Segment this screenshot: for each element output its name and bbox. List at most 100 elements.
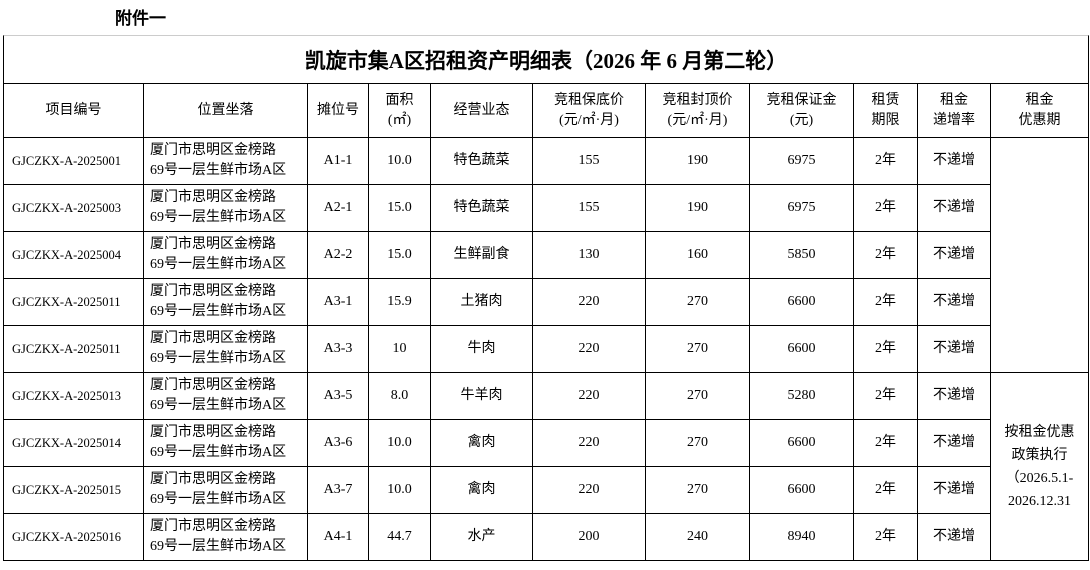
deposit: 5850 [749, 231, 854, 279]
data-row: GJCZKX-A-2025015 厦门市思明区金榜路 69号一层生鲜市场A区 A3-7… [3, 466, 1089, 514]
max-price: 270 [645, 325, 750, 373]
area: 10 [368, 325, 431, 373]
text-line: 竞租封顶价 [662, 92, 733, 108]
project-code: GJCZKX-A-2025001 [3, 137, 144, 185]
text-line: 厦门市思明区金榜路 [150, 190, 276, 205]
deposit: 6975 [749, 184, 854, 232]
business-type: 特色蔬菜 [430, 137, 533, 185]
text-line: 厦门市思明区金榜路 [150, 472, 276, 487]
lease-term: 2年 [853, 137, 918, 185]
data-row: GJCZKX-A-2025003 厦门市思明区金榜路 69号一层生鲜市场A区 A2-1… [3, 184, 1089, 232]
max-price: 270 [645, 278, 750, 326]
text-line: 厦门市思明区金榜路 [150, 378, 276, 393]
location: 厦门市思明区金榜路 69号一层生鲜市场A区 [143, 184, 308, 232]
stall-no: A3-5 [307, 372, 369, 420]
lease-term: 2年 [853, 466, 918, 514]
max-price: 270 [645, 466, 750, 514]
text-line: 69号一层生鲜市场A区 [150, 351, 287, 366]
text-line: 竞租保证金 [766, 92, 837, 108]
area: 10.0 [368, 137, 431, 185]
data-row: GJCZKX-A-2025001 厦门市思明区金榜路 69号一层生鲜市场A区 A1-1… [3, 137, 1089, 373]
data-row: GJCZKX-A-2025013 厦门市思明区金榜路 69号一层生鲜市场A区 A3-5… [3, 372, 1089, 561]
business-type: 牛羊肉 [430, 372, 533, 420]
deposit: 6600 [749, 278, 854, 326]
text-line: 69号一层生鲜市场A区 [150, 210, 287, 225]
text-line: (元/㎡·月) [559, 112, 619, 128]
text-line: (元/㎡·月) [667, 112, 728, 128]
data-row: GJCZKX-A-2025011 厦门市思明区金榜路 69号一层生鲜市场A区 A3-1… [3, 278, 1089, 326]
business-type: 土猪肉 [430, 278, 533, 326]
text-line: 租赁 [871, 92, 900, 108]
stall-no: A3-6 [307, 419, 369, 467]
text-line: 厦门市思明区金榜路 [150, 284, 276, 299]
column-header: 租赁 期限 [853, 83, 918, 138]
business-type: 禽肉 [430, 419, 533, 467]
area: 10.0 [368, 466, 431, 514]
rent-increase: 不递增 [917, 466, 991, 514]
min-price: 200 [532, 513, 646, 561]
lease-term: 2年 [853, 231, 918, 279]
project-code: GJCZKX-A-2025004 [3, 231, 144, 279]
max-price: 190 [645, 137, 750, 185]
attachment-label: 附件一 [115, 9, 166, 28]
column-header: 竞租保证金 (元) [749, 83, 854, 138]
project-code: GJCZKX-A-2025014 [3, 419, 144, 467]
column-header: 项目编号 [3, 83, 144, 138]
deposit: 6600 [749, 325, 854, 373]
stall-no: A3-7 [307, 466, 369, 514]
max-price: 240 [645, 513, 750, 561]
discount-empty [990, 137, 1089, 373]
business-type: 特色蔬菜 [430, 184, 533, 232]
stall-no: A2-1 [307, 184, 369, 232]
lease-term: 2年 [853, 419, 918, 467]
lease-term: 2年 [853, 325, 918, 373]
text-line: 项目编号 [45, 102, 102, 118]
header-row: 项目编号 位置坐落 摊位号 面积 (㎡) 经营业态 竞租保底价 (元/㎡·月) 竞租封顶价 (元/… [3, 83, 1089, 138]
text-line: 租金 [1025, 92, 1054, 108]
max-price: 160 [645, 231, 750, 279]
column-header: 竞租保底价 (元/㎡·月) [532, 83, 646, 138]
max-price: 190 [645, 184, 750, 232]
location: 厦门市思明区金榜路 69号一层生鲜市场A区 [143, 513, 308, 561]
location: 厦门市思明区金榜路 69号一层生鲜市场A区 [143, 466, 308, 514]
column-header: 租金 递增率 [917, 83, 991, 138]
max-price: 270 [645, 419, 750, 467]
area: 15.9 [368, 278, 431, 326]
min-price: 155 [532, 184, 646, 232]
min-price: 220 [532, 278, 646, 326]
text-line: 面积 [385, 92, 414, 108]
text-line: 69号一层生鲜市场A区 [150, 304, 287, 319]
area: 8.0 [368, 372, 431, 420]
column-header: 租金 优惠期 [990, 83, 1089, 138]
business-type: 水产 [430, 513, 533, 561]
text-line: 69号一层生鲜市场A区 [150, 539, 287, 554]
deposit: 8940 [749, 513, 854, 561]
location: 厦门市思明区金榜路 69号一层生鲜市场A区 [143, 372, 308, 420]
text-line: (㎡) [387, 112, 412, 128]
min-price: 220 [532, 325, 646, 373]
text-line: 69号一层生鲜市场A区 [150, 398, 287, 413]
stall-no: A3-3 [307, 325, 369, 373]
project-code: GJCZKX-A-2025016 [3, 513, 144, 561]
data-row: GJCZKX-A-2025004 厦门市思明区金榜路 69号一层生鲜市场A区 A2-2… [3, 231, 1089, 279]
lease-term: 2年 [853, 372, 918, 420]
location: 厦门市思明区金榜路 69号一层生鲜市场A区 [143, 278, 308, 326]
asset-table: 项目编号 位置坐落 摊位号 面积 (㎡) 经营业态 竞租保底价 (元/㎡·月) 竞租封顶价 (元/… [3, 83, 1089, 561]
stall-no: A1-1 [307, 137, 369, 185]
min-price: 155 [532, 137, 646, 185]
rent-increase: 不递增 [917, 419, 991, 467]
stall-no: A3-1 [307, 278, 369, 326]
deposit: 6600 [749, 419, 854, 467]
location: 厦门市思明区金榜路 69号一层生鲜市场A区 [143, 231, 308, 279]
area: 10.0 [368, 419, 431, 467]
deposit: 6600 [749, 466, 854, 514]
min-price: 220 [532, 419, 646, 467]
project-code: GJCZKX-A-2025013 [3, 372, 144, 420]
text-line: 位置坐落 [197, 102, 254, 118]
text-line: (元) [789, 112, 814, 128]
text-line: 69号一层生鲜市场A区 [150, 445, 287, 460]
area: 15.0 [368, 184, 431, 232]
text-line: 经营业态 [453, 102, 510, 118]
data-row: GJCZKX-A-2025011 厦门市思明区金榜路 69号一层生鲜市场A区 A3-3… [3, 325, 1089, 373]
